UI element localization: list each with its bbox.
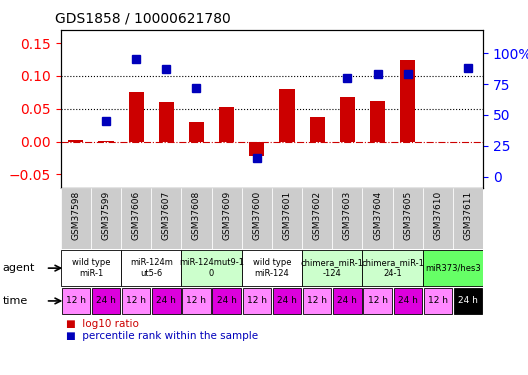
Text: GSM37602: GSM37602 [313, 190, 322, 240]
Bar [400, 60, 415, 142]
Bar [309, 117, 325, 142]
Text: GSM37609: GSM37609 [222, 190, 231, 240]
Text: 12 h: 12 h [186, 296, 206, 305]
Text: miR373/hes3: miR373/hes3 [425, 264, 481, 273]
Bar [129, 92, 144, 142]
Text: 12 h: 12 h [66, 296, 86, 305]
Bar [182, 250, 242, 286]
Text: GSM37607: GSM37607 [162, 190, 171, 240]
Text: GSM37600: GSM37600 [252, 190, 261, 240]
Bar [62, 288, 90, 314]
Text: 12 h: 12 h [307, 296, 327, 305]
Bar [243, 288, 271, 314]
Text: 12 h: 12 h [126, 296, 146, 305]
Bar [151, 188, 182, 249]
Bar [152, 288, 181, 314]
Text: agent: agent [3, 263, 35, 273]
Text: 24 h: 24 h [458, 296, 478, 305]
Text: wild type
miR-124: wild type miR-124 [253, 258, 291, 278]
Text: chimera_miR-1
-124: chimera_miR-1 -124 [301, 258, 364, 278]
Text: 24 h: 24 h [96, 296, 116, 305]
Text: GSM37601: GSM37601 [282, 190, 291, 240]
Text: GSM37611: GSM37611 [464, 190, 473, 240]
Bar [363, 288, 392, 314]
Bar [393, 188, 423, 249]
Text: GSM37599: GSM37599 [101, 190, 110, 240]
Bar [189, 122, 204, 142]
Text: GSM37610: GSM37610 [433, 190, 442, 240]
Bar [122, 288, 150, 314]
Text: 12 h: 12 h [367, 296, 388, 305]
Bar [423, 288, 452, 314]
Text: GSM37598: GSM37598 [71, 190, 80, 240]
Text: miR-124mut9-1
0: miR-124mut9-1 0 [179, 258, 244, 278]
Text: 12 h: 12 h [428, 296, 448, 305]
Bar [242, 188, 272, 249]
Bar [212, 188, 242, 249]
Text: 24 h: 24 h [398, 296, 418, 305]
Text: GSM37603: GSM37603 [343, 190, 352, 240]
Bar [121, 250, 182, 286]
Bar [61, 250, 121, 286]
Bar [273, 288, 301, 314]
Bar [212, 288, 241, 314]
Text: 12 h: 12 h [247, 296, 267, 305]
Bar [302, 188, 332, 249]
Text: chimera_miR-1
24-1: chimera_miR-1 24-1 [361, 258, 424, 278]
Bar [333, 288, 362, 314]
Bar [61, 188, 91, 249]
Bar [182, 188, 212, 249]
Text: 24 h: 24 h [277, 296, 297, 305]
Text: 24 h: 24 h [216, 296, 237, 305]
Text: miR-124m
ut5-6: miR-124m ut5-6 [130, 258, 173, 278]
Bar [423, 250, 483, 286]
Bar [454, 288, 482, 314]
Bar [242, 250, 302, 286]
Bar [393, 288, 422, 314]
Text: GDS1858 / 10000621780: GDS1858 / 10000621780 [55, 11, 231, 25]
Bar [68, 140, 83, 142]
Bar [98, 141, 114, 142]
Text: ■  log10 ratio: ■ log10 ratio [66, 319, 139, 329]
Text: 24 h: 24 h [337, 296, 357, 305]
Bar [219, 107, 234, 142]
Text: GSM37604: GSM37604 [373, 190, 382, 240]
Bar [249, 142, 265, 156]
Bar [370, 101, 385, 142]
Bar [423, 188, 453, 249]
Text: GSM37608: GSM37608 [192, 190, 201, 240]
Text: time: time [3, 296, 28, 306]
Bar [362, 188, 393, 249]
Bar [340, 97, 355, 142]
Bar [159, 102, 174, 142]
Bar [92, 288, 120, 314]
Bar [272, 188, 302, 249]
Text: ■  percentile rank within the sample: ■ percentile rank within the sample [66, 331, 258, 341]
Text: GSM37606: GSM37606 [131, 190, 140, 240]
Bar [182, 288, 211, 314]
Text: GSM37605: GSM37605 [403, 190, 412, 240]
Bar [279, 89, 295, 142]
Bar [91, 188, 121, 249]
Bar [121, 188, 151, 249]
Bar [453, 188, 483, 249]
Bar [332, 188, 362, 249]
Text: 24 h: 24 h [156, 296, 176, 305]
Bar [362, 250, 423, 286]
Bar [303, 288, 332, 314]
Bar [302, 250, 362, 286]
Text: wild type
miR-1: wild type miR-1 [72, 258, 110, 278]
